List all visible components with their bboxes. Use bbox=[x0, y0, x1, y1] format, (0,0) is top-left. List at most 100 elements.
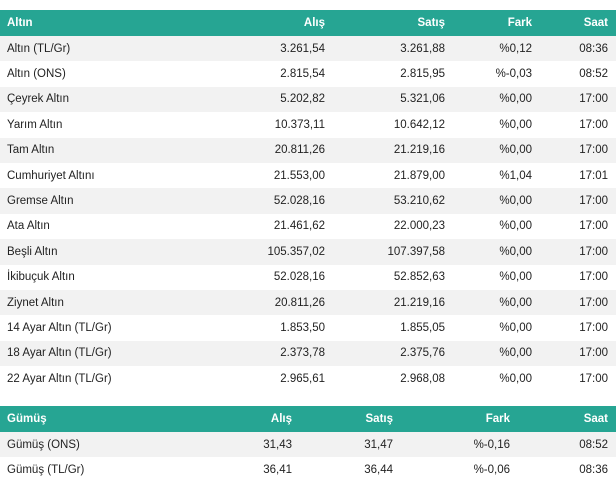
gold-sell-cell: 21.879,00 bbox=[325, 162, 445, 189]
gold-table-row: Altın (TL/Gr) 3.261,54 3.261,88 %0,12 08:36 bbox=[0, 36, 616, 62]
gold-time-cell: 17:00 bbox=[532, 340, 616, 367]
silver-change-cell: %-0,06 bbox=[393, 457, 510, 483]
silver-buy-cell: 31,43 bbox=[150, 432, 292, 458]
gold-change-cell: %0,00 bbox=[445, 112, 532, 138]
gold-header-sell: Satış bbox=[325, 10, 445, 36]
gold-header-change: Fark bbox=[445, 10, 532, 36]
gold-table-row: Gremse Altın 52.028,16 53.210,62 %0,00 17:00 bbox=[0, 188, 616, 214]
gold-buy-cell: 3.261,54 bbox=[160, 36, 325, 62]
gold-buy-cell: 5.202,82 bbox=[160, 86, 325, 113]
gold-change-cell: %0,00 bbox=[445, 213, 532, 240]
gold-sell-cell: 21.219,16 bbox=[325, 137, 445, 163]
gold-time-cell: 17:00 bbox=[532, 239, 616, 265]
gold-buy-cell: 52.028,16 bbox=[160, 188, 325, 214]
silver-buy-cell: 36,41 bbox=[150, 457, 292, 483]
gold-table-row: 14 Ayar Altın (TL/Gr) 1.853,50 1.855,05 %0,… bbox=[0, 315, 616, 341]
gold-header-time: Saat bbox=[532, 10, 616, 36]
gold-header-row: Altın Alış Satış Fark Saat bbox=[0, 10, 616, 36]
gold-time-cell: 17:00 bbox=[532, 213, 616, 240]
gold-name-cell: 22 Ayar Altın (TL/Gr) bbox=[0, 366, 160, 392]
gold-buy-cell: 2.815,54 bbox=[160, 61, 325, 87]
gold-sell-cell: 52.852,63 bbox=[325, 264, 445, 290]
gold-table-row: Beşli Altın 105.357,02 107.397,58 %0,00 17:0… bbox=[0, 239, 616, 265]
gold-table-row: Altın (ONS) 2.815,54 2.815,95 %-0,03 08:52 bbox=[0, 61, 616, 87]
silver-sell-cell: 36,44 bbox=[292, 457, 393, 483]
gold-sell-cell: 10.642,12 bbox=[325, 112, 445, 138]
silver-time-cell: 08:52 bbox=[510, 432, 616, 458]
silver-header-sell: Satış bbox=[292, 406, 393, 433]
gold-header-buy: Alış bbox=[160, 10, 325, 36]
gold-time-cell: 08:52 bbox=[532, 61, 616, 87]
gold-table-row: İkibuçuk Altın 52.028,16 52.852,63 %0,00 17:… bbox=[0, 264, 616, 290]
gold-name-cell: Yarım Altın bbox=[0, 112, 160, 138]
gold-time-cell: 17:00 bbox=[532, 86, 616, 113]
gold-name-cell: 18 Ayar Altın (TL/Gr) bbox=[0, 340, 160, 367]
gold-buy-cell: 2.373,78 bbox=[160, 340, 325, 367]
silver-header-change: Fark bbox=[393, 406, 510, 433]
gold-change-cell: %0,00 bbox=[445, 366, 532, 392]
gold-change-cell: %0,00 bbox=[445, 340, 532, 367]
gold-name-cell: Beşli Altın bbox=[0, 239, 160, 265]
gold-time-cell: 08:36 bbox=[532, 36, 616, 62]
gold-table-row: 18 Ayar Altın (TL/Gr) 2.373,78 2.375,76 %0,… bbox=[0, 340, 616, 367]
gold-name-cell: 14 Ayar Altın (TL/Gr) bbox=[0, 315, 160, 341]
gold-sell-cell: 53.210,62 bbox=[325, 188, 445, 214]
gold-name-cell: Gremse Altın bbox=[0, 188, 160, 214]
gold-buy-cell: 20.811,26 bbox=[160, 289, 325, 316]
gold-time-cell: 17:00 bbox=[532, 112, 616, 138]
gold-time-cell: 17:00 bbox=[532, 264, 616, 290]
gold-table-row: Ziynet Altın 20.811,26 21.219,16 %0,00 17:00 bbox=[0, 289, 616, 316]
gold-name-cell: İkibuçuk Altın bbox=[0, 264, 160, 290]
silver-name-cell: Gümüş (TL/Gr) bbox=[0, 457, 150, 483]
silver-name-cell: Gümüş (ONS) bbox=[0, 432, 150, 458]
gold-change-cell: %0,00 bbox=[445, 137, 532, 163]
silver-table-row: Gümüş (ONS) 31,43 31,47 %-0,16 08:52 bbox=[0, 432, 616, 458]
gold-name-cell: Altın (ONS) bbox=[0, 61, 160, 87]
gold-buy-cell: 20.811,26 bbox=[160, 137, 325, 163]
silver-time-cell: 08:36 bbox=[510, 457, 616, 483]
gold-table-row: Tam Altın 20.811,26 21.219,16 %0,00 17:00 bbox=[0, 137, 616, 163]
gold-time-cell: 17:00 bbox=[532, 315, 616, 341]
gold-table-row: 22 Ayar Altın (TL/Gr) 2.965,61 2.968,08 %0,… bbox=[0, 366, 616, 392]
gold-buy-cell: 1.853,50 bbox=[160, 315, 325, 341]
gold-table-row: Yarım Altın 10.373,11 10.642,12 %0,00 17:00 bbox=[0, 112, 616, 138]
silver-header-row: Gümüş Alış Satış Fark Saat bbox=[0, 406, 616, 433]
gold-name-cell: Altın (TL/Gr) bbox=[0, 36, 160, 62]
gold-name-cell: Ata Altın bbox=[0, 213, 160, 240]
gold-change-cell: %0,00 bbox=[445, 315, 532, 341]
gold-buy-cell: 52.028,16 bbox=[160, 264, 325, 290]
gold-table-row: Çeyrek Altın 5.202,82 5.321,06 %0,00 17:00 bbox=[0, 86, 616, 113]
gold-sell-cell: 22.000,23 bbox=[325, 213, 445, 240]
silver-header-buy: Alış bbox=[150, 406, 292, 433]
gold-time-cell: 17:00 bbox=[532, 137, 616, 163]
silver-change-cell: %-0,16 bbox=[393, 432, 510, 458]
gold-sell-cell: 2.968,08 bbox=[325, 366, 445, 392]
gold-name-cell: Cumhuriyet Altını bbox=[0, 162, 160, 189]
gold-buy-cell: 21.461,62 bbox=[160, 213, 325, 240]
gold-sell-cell: 5.321,06 bbox=[325, 86, 445, 113]
silver-header-time: Saat bbox=[510, 406, 616, 433]
gold-buy-cell: 2.965,61 bbox=[160, 366, 325, 392]
gold-buy-cell: 10.373,11 bbox=[160, 112, 325, 138]
gold-sell-cell: 1.855,05 bbox=[325, 315, 445, 341]
silver-price-table: Gümüş Alış Satış Fark Saat Gümüş (ONS) 31… bbox=[0, 406, 616, 483]
gold-time-cell: 17:00 bbox=[532, 188, 616, 214]
gold-sell-cell: 2.815,95 bbox=[325, 61, 445, 87]
gold-name-cell: Çeyrek Altın bbox=[0, 86, 160, 113]
gold-change-cell: %0,00 bbox=[445, 289, 532, 316]
gold-time-cell: 17:00 bbox=[532, 366, 616, 392]
gold-sell-cell: 21.219,16 bbox=[325, 289, 445, 316]
silver-header-name: Gümüş bbox=[0, 406, 150, 433]
gold-sell-cell: 107.397,58 bbox=[325, 239, 445, 265]
gold-time-cell: 17:01 bbox=[532, 162, 616, 189]
gold-name-cell: Ziynet Altın bbox=[0, 289, 160, 316]
gold-change-cell: %0,00 bbox=[445, 86, 532, 113]
gold-sell-cell: 3.261,88 bbox=[325, 36, 445, 62]
gold-table-row: Cumhuriyet Altını 21.553,00 21.879,00 %1,04… bbox=[0, 162, 616, 189]
gold-change-cell: %-0,03 bbox=[445, 61, 532, 87]
gold-time-cell: 17:00 bbox=[532, 289, 616, 316]
silver-table-row: Gümüş (TL/Gr) 36,41 36,44 %-0,06 08:36 bbox=[0, 457, 616, 483]
gold-buy-cell: 21.553,00 bbox=[160, 162, 325, 189]
gold-sell-cell: 2.375,76 bbox=[325, 340, 445, 367]
gold-change-cell: %0,12 bbox=[445, 36, 532, 62]
